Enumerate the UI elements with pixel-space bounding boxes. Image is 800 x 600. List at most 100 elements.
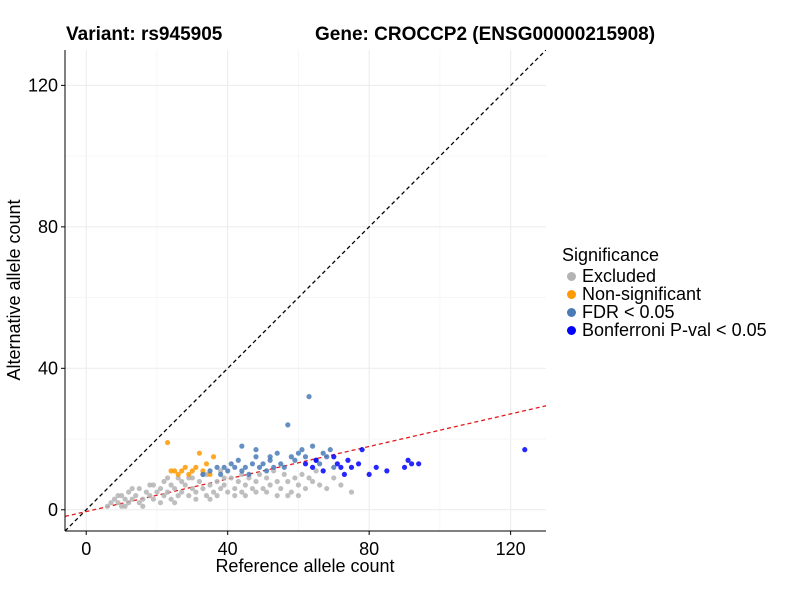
point-bonferroni-p-val-0-05 (331, 454, 337, 460)
point-excluded (111, 496, 118, 502)
point-excluded (122, 503, 128, 509)
point-excluded (232, 493, 238, 499)
point-excluded (182, 482, 188, 488)
point-bonferroni-p-val-0-05 (416, 461, 422, 467)
point-excluded (338, 482, 344, 488)
point-bonferroni-p-val-0-05 (348, 464, 355, 470)
point-fdr-0-05 (271, 464, 277, 470)
point-fdr-0-05 (302, 454, 309, 460)
point-bonferroni-p-val-0-05 (302, 461, 309, 467)
point-excluded (249, 485, 256, 492)
point-excluded (179, 478, 185, 485)
point-fdr-0-05 (295, 450, 302, 456)
point-non-significant (164, 439, 171, 446)
legend-dot-fdr (567, 307, 576, 317)
point-excluded (164, 475, 171, 481)
point-excluded (168, 482, 174, 488)
point-excluded (136, 500, 142, 506)
point-fdr-0-05 (299, 447, 305, 453)
point-excluded (129, 485, 135, 492)
point-bonferroni-p-val-0-05 (359, 447, 365, 453)
point-excluded (186, 493, 192, 499)
point-excluded (242, 493, 248, 499)
point-non-significant (182, 464, 188, 470)
point-non-significant (172, 468, 178, 474)
point-fdr-0-05 (263, 468, 270, 474)
gene-title: Gene: CROCCP2 (ENSG00000215908) (315, 24, 656, 45)
point-fdr-0-05 (242, 464, 248, 470)
point-excluded (235, 478, 241, 485)
point-bonferroni-p-val-0-05 (309, 464, 316, 470)
point-excluded (242, 482, 248, 488)
point-excluded (133, 493, 139, 499)
point-excluded (168, 496, 174, 502)
point-bonferroni-p-val-0-05 (345, 457, 351, 463)
point-excluded (150, 496, 157, 502)
point-bonferroni-p-val-0-05 (355, 461, 362, 467)
point-excluded (256, 471, 263, 478)
point-excluded (115, 500, 121, 506)
variant-title: Variant: rs945905 (66, 24, 223, 45)
point-bonferroni-p-val-0-05 (522, 447, 528, 453)
point-fdr-0-05 (260, 461, 266, 467)
point-non-significant (175, 471, 181, 478)
point-excluded (147, 493, 153, 499)
point-excluded (126, 500, 132, 506)
reference-lines (65, 50, 546, 531)
point-excluded (306, 475, 312, 481)
point-fdr-0-05 (306, 394, 312, 400)
point-excluded (210, 489, 217, 495)
y-tick-label: 40 (38, 358, 58, 378)
point-excluded (278, 485, 284, 492)
point-fdr-0-05 (274, 450, 280, 456)
point-non-significant (196, 450, 202, 456)
y-tick-label: 80 (38, 217, 58, 237)
x-tick-label: 80 (359, 539, 379, 559)
point-non-significant (179, 468, 185, 474)
point-bonferroni-p-val-0-05 (384, 468, 390, 474)
point-excluded (313, 468, 319, 474)
point-excluded (203, 493, 210, 499)
point-excluded (218, 485, 224, 492)
point-fdr-0-05 (207, 468, 213, 474)
y-tick-label: 120 (28, 75, 58, 95)
x-tick-label: 40 (218, 539, 238, 559)
point-fdr-0-05 (235, 457, 241, 463)
point-fdr-0-05 (228, 461, 234, 467)
point-fdr-0-05 (267, 454, 273, 460)
point-excluded (207, 482, 213, 488)
point-fdr-0-05 (285, 422, 291, 428)
point-fdr-0-05 (200, 471, 206, 478)
legend-dot-excluded (567, 271, 576, 281)
y-tick-label: 0 (48, 500, 58, 520)
point-excluded (309, 478, 316, 485)
point-bonferroni-p-val-0-05 (341, 471, 348, 478)
point-excluded (108, 500, 114, 506)
point-excluded (221, 482, 227, 488)
point-excluded (302, 485, 309, 492)
point-excluded (179, 489, 185, 495)
point-fdr-0-05 (239, 443, 245, 449)
point-excluded (253, 489, 259, 495)
point-fdr-0-05 (288, 454, 294, 460)
data-points (104, 394, 528, 509)
point-fdr-0-05 (249, 461, 256, 467)
legend-title: Significance (562, 245, 660, 265)
point-excluded (140, 496, 146, 502)
legend-item-fdr: FDR < 0.05 (562, 303, 767, 321)
point-excluded (263, 475, 270, 481)
legend-label-fdr: FDR < 0.05 (582, 302, 675, 322)
point-excluded (239, 489, 245, 495)
point-excluded (129, 496, 135, 502)
point-bonferroni-p-val-0-05 (313, 457, 319, 463)
point-fdr-0-05 (214, 464, 220, 470)
point-excluded (164, 489, 171, 495)
point-non-significant (193, 464, 199, 470)
point-excluded (232, 485, 238, 492)
point-excluded (196, 478, 202, 485)
point-excluded (285, 478, 291, 485)
point-bonferroni-p-val-0-05 (373, 464, 379, 470)
point-excluded (324, 485, 330, 492)
point-excluded (207, 496, 213, 502)
point-fdr-0-05 (246, 471, 252, 478)
